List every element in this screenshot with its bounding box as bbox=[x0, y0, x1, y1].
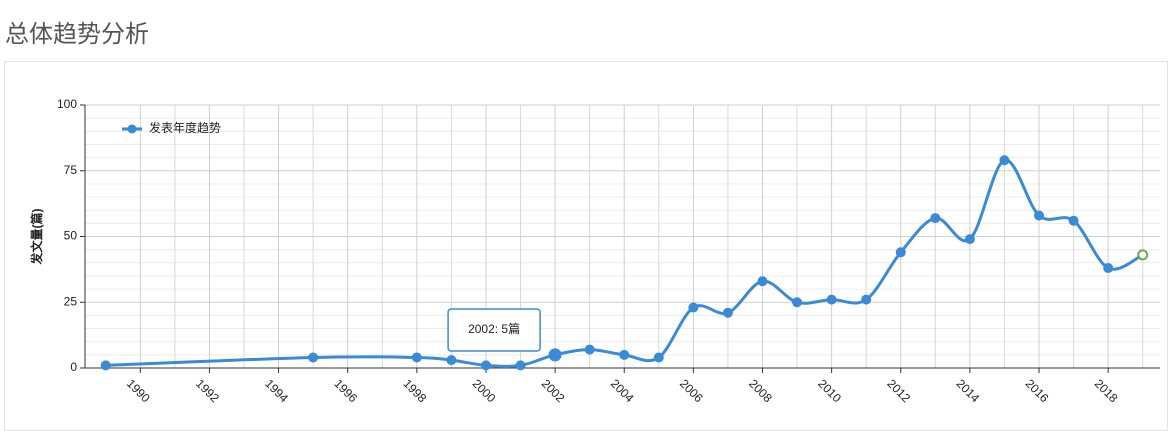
data-point bbox=[1034, 210, 1045, 221]
x-tick-label: 1996 bbox=[331, 376, 360, 405]
data-point bbox=[722, 307, 733, 318]
x-tick-label: 2006 bbox=[677, 376, 706, 405]
x-tick-label: 2016 bbox=[1023, 376, 1052, 405]
tooltip-box bbox=[447, 308, 541, 352]
data-point bbox=[100, 360, 111, 371]
x-tick-label: 2004 bbox=[608, 376, 637, 405]
data-point bbox=[964, 234, 975, 245]
data-point bbox=[584, 344, 595, 355]
data-point bbox=[757, 276, 768, 287]
data-point bbox=[1068, 215, 1079, 226]
legend-marker bbox=[127, 124, 137, 134]
x-tick-label: 2002 bbox=[539, 376, 568, 405]
data-point bbox=[688, 302, 699, 313]
data-point bbox=[1137, 249, 1149, 261]
tooltip-text: 2002: 5篇 bbox=[468, 321, 520, 336]
data-point bbox=[1103, 263, 1114, 274]
y-tick-label: 100 bbox=[57, 97, 77, 111]
y-tick-label: 0 bbox=[70, 360, 77, 374]
data-point bbox=[619, 349, 630, 360]
y-axis-label: 发文量(篇) bbox=[29, 209, 44, 266]
x-tick-label: 1998 bbox=[400, 376, 429, 405]
data-point bbox=[308, 352, 319, 363]
data-point bbox=[895, 247, 906, 258]
data-point bbox=[411, 352, 422, 363]
x-tick-label: 2008 bbox=[746, 376, 775, 405]
x-tick-label: 1992 bbox=[193, 376, 222, 405]
data-point bbox=[930, 213, 941, 224]
page-title: 总体趋势分析 bbox=[5, 21, 149, 48]
legend-label: 发表年度趋势 bbox=[149, 120, 221, 135]
x-tick-label: 2000 bbox=[470, 376, 499, 405]
data-point bbox=[999, 155, 1010, 166]
x-tick-label: 2014 bbox=[954, 376, 983, 405]
x-tick-label: 2010 bbox=[815, 376, 844, 405]
data-point bbox=[861, 294, 872, 305]
data-point bbox=[826, 294, 837, 305]
data-point bbox=[480, 360, 491, 371]
data-point bbox=[515, 360, 526, 371]
y-tick-label: 50 bbox=[64, 229, 78, 243]
x-tick-label: 1990 bbox=[124, 376, 153, 405]
tooltip: 2002: 5篇 bbox=[447, 308, 541, 352]
data-point bbox=[446, 355, 457, 366]
x-tick-label: 2012 bbox=[884, 376, 913, 405]
y-tick-label: 75 bbox=[64, 163, 78, 177]
x-tick-label: 1994 bbox=[262, 376, 291, 405]
data-point bbox=[792, 297, 803, 308]
y-tick-label: 25 bbox=[64, 294, 78, 308]
data-point bbox=[653, 352, 664, 363]
x-tick-label: 2018 bbox=[1092, 376, 1121, 405]
data-point bbox=[548, 348, 562, 362]
